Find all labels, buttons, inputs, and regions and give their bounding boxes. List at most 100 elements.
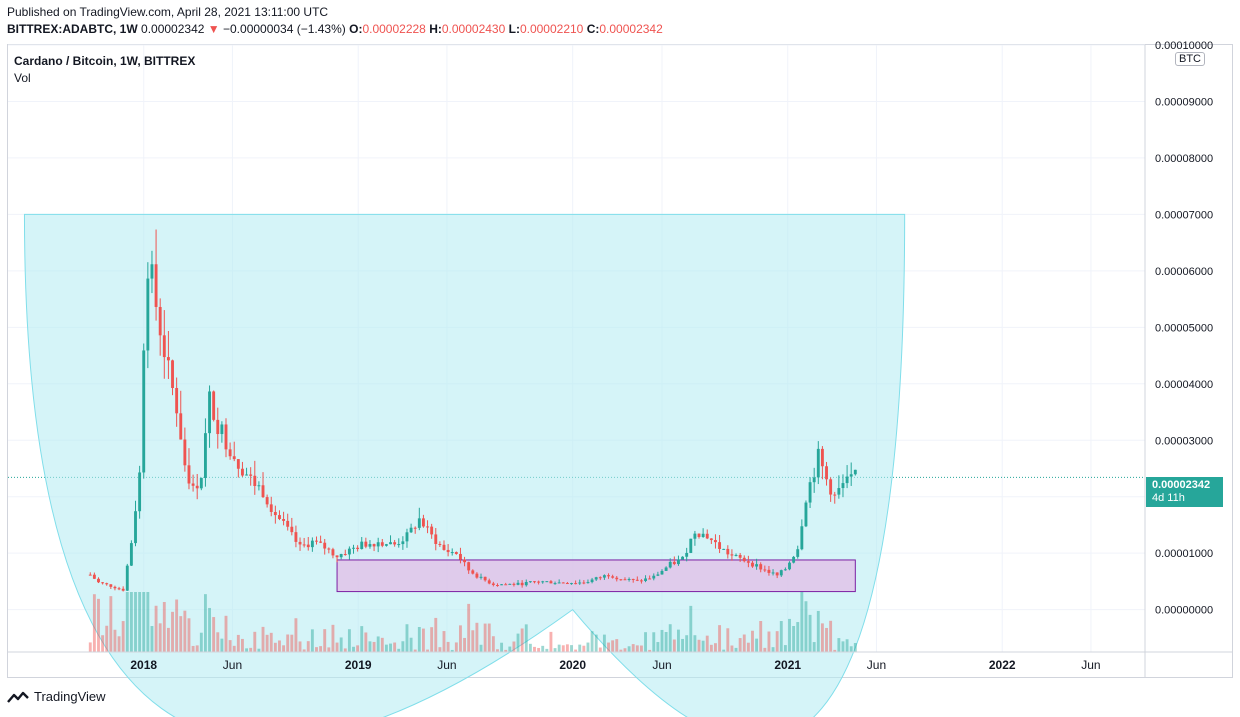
volume-bar bbox=[615, 639, 619, 652]
range-box bbox=[336, 559, 856, 593]
x-tick-label: 2018 bbox=[130, 658, 157, 672]
volume-bar bbox=[302, 649, 306, 652]
volume-bar bbox=[216, 632, 220, 652]
candle-body bbox=[183, 439, 187, 466]
candle-body bbox=[319, 541, 323, 543]
candle-body bbox=[166, 357, 170, 361]
candle-body bbox=[660, 570, 664, 575]
x-tick-label: Jun bbox=[1081, 658, 1100, 672]
volume-bar bbox=[586, 642, 590, 652]
volume-bar bbox=[426, 649, 429, 652]
volume-bar bbox=[491, 636, 495, 652]
volume-bar bbox=[389, 643, 392, 652]
candle-body bbox=[512, 583, 516, 585]
candle-body bbox=[668, 561, 672, 568]
volume-bar bbox=[166, 627, 170, 652]
y-tick-label: 0.00007000 bbox=[1155, 209, 1213, 221]
candle-body bbox=[376, 542, 380, 547]
volume-bar bbox=[771, 647, 775, 652]
volume-bar bbox=[685, 635, 689, 652]
volume-bar bbox=[808, 614, 812, 652]
candle-body bbox=[639, 580, 643, 582]
x-tick-label: Jun bbox=[437, 658, 456, 672]
candle-body bbox=[117, 588, 121, 590]
volume-bar bbox=[516, 633, 520, 652]
x-tick-label: Jun bbox=[867, 658, 886, 672]
volume-bar bbox=[463, 637, 467, 652]
currency-unit-button[interactable]: BTC bbox=[1175, 52, 1205, 66]
volume-bar bbox=[459, 625, 462, 652]
candle-body bbox=[347, 548, 351, 555]
candle-body bbox=[413, 527, 417, 529]
candle-body bbox=[664, 567, 668, 571]
volume-bar bbox=[693, 635, 697, 652]
volume-bar bbox=[829, 620, 833, 652]
candle-body bbox=[446, 549, 450, 553]
volume-bar bbox=[570, 645, 573, 652]
candle-body bbox=[677, 559, 680, 565]
volume-bar bbox=[372, 641, 376, 652]
ohlc-header: BITTREX:ADABTC, 1W 0.00002342 ▼ −0.00000… bbox=[7, 22, 663, 36]
candle-body bbox=[693, 533, 697, 539]
candle-body bbox=[372, 544, 376, 547]
candle-body bbox=[212, 391, 216, 420]
volume-bar bbox=[734, 647, 738, 652]
volume-bar bbox=[364, 632, 368, 652]
candle-body bbox=[779, 570, 783, 576]
candle-body bbox=[742, 557, 746, 562]
candle-body bbox=[738, 554, 742, 558]
candle-body bbox=[109, 584, 113, 587]
volume-bar bbox=[360, 626, 364, 652]
volume-bar bbox=[582, 645, 586, 652]
candle-body bbox=[364, 541, 368, 547]
candle-body bbox=[730, 554, 734, 556]
y-tick-label: 0.00000000 bbox=[1155, 605, 1213, 617]
y-tick-label: 0.00005000 bbox=[1155, 322, 1213, 334]
footer-brand[interactable]: TradingView bbox=[7, 689, 106, 704]
volume-bar bbox=[524, 624, 528, 652]
volume-bar bbox=[397, 648, 401, 652]
candle-body bbox=[615, 577, 619, 580]
volume-bar bbox=[746, 642, 750, 652]
candle-body bbox=[397, 544, 401, 546]
volume-bar bbox=[652, 632, 656, 652]
candle-body bbox=[825, 466, 828, 480]
candle-body bbox=[105, 583, 109, 585]
candle-body bbox=[689, 538, 693, 553]
candle-body bbox=[849, 474, 853, 477]
candle-body bbox=[454, 552, 458, 554]
candle-body bbox=[541, 581, 545, 583]
volume-bar bbox=[113, 629, 117, 652]
candle-body bbox=[92, 574, 96, 579]
high-label: H: bbox=[429, 22, 442, 36]
volume-bar bbox=[273, 642, 277, 652]
candle-body bbox=[533, 581, 536, 583]
candle-body bbox=[816, 448, 820, 478]
candle-body bbox=[162, 335, 166, 358]
candle-body bbox=[426, 526, 429, 528]
candle-body bbox=[775, 572, 779, 576]
candle-body bbox=[191, 483, 195, 486]
candle-body bbox=[335, 555, 339, 558]
candle-body bbox=[841, 483, 845, 489]
candle-body bbox=[623, 579, 627, 581]
candle-body bbox=[421, 518, 425, 527]
candle-body bbox=[241, 468, 244, 476]
volume-bar bbox=[162, 602, 166, 652]
volume-bar bbox=[800, 592, 804, 652]
candle-body bbox=[434, 534, 438, 544]
y-tick-label: 0.00004000 bbox=[1155, 379, 1213, 391]
candle-body bbox=[594, 577, 598, 580]
candle-body bbox=[125, 565, 129, 591]
volume-bar bbox=[294, 618, 298, 652]
candle-body bbox=[734, 554, 738, 556]
volume-bar bbox=[677, 629, 680, 652]
candle-body bbox=[496, 585, 499, 587]
volume-bar bbox=[825, 627, 828, 652]
candle-body bbox=[767, 569, 771, 573]
volume-bar bbox=[245, 648, 249, 652]
volume-bar bbox=[331, 624, 335, 652]
price-change: −0.00000034 (−1.43%) bbox=[223, 22, 346, 36]
volume-bar bbox=[138, 592, 142, 652]
